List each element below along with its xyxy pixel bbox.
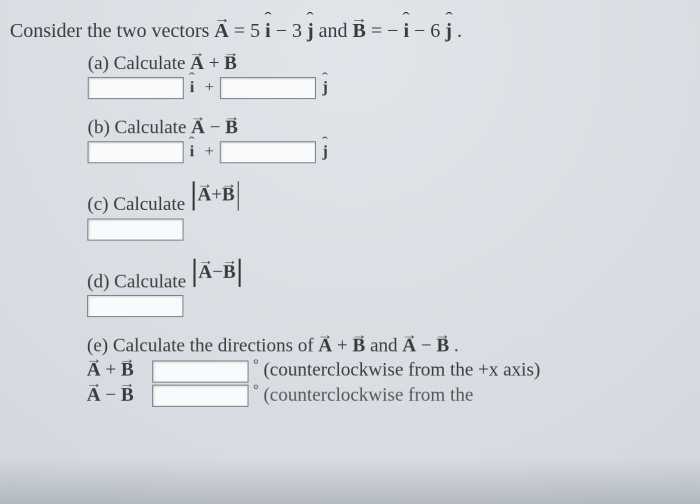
- text: = −: [371, 20, 404, 42]
- vector-A: A: [198, 262, 212, 284]
- part-d-label: (d) Calculate A − B: [87, 258, 691, 293]
- part-e-label: (e) Calculate the directions of A + B an…: [87, 335, 692, 357]
- part-b-label: (b) Calculate A − B: [88, 117, 691, 139]
- magnitude-a-minus-b: A − B: [191, 258, 243, 287]
- unit-j: j: [445, 20, 452, 43]
- part-a-label: (a) Calculate A + B: [88, 53, 691, 75]
- part-c-input[interactable]: [87, 218, 183, 240]
- text: (b) Calculate: [88, 117, 192, 138]
- part-e-input-1[interactable]: [152, 360, 248, 382]
- plus-sign: +: [202, 143, 216, 161]
- unit-i: i: [265, 20, 271, 43]
- vector-A: A: [197, 185, 211, 207]
- vector-A: A: [318, 335, 332, 357]
- part-e-row-2: A − B ° (counterclockwise from the: [87, 384, 692, 407]
- part-c-answer-row: [87, 218, 691, 240]
- magnitude-a-plus-b: A + B: [190, 181, 242, 210]
- vector-A: A: [214, 20, 228, 43]
- vector-B: B: [222, 185, 235, 207]
- part-c-label: (c) Calculate A + B: [87, 181, 691, 216]
- unit-j: j: [307, 20, 314, 43]
- unit-i: i: [190, 143, 194, 161]
- part-a-i-input[interactable]: [88, 77, 184, 99]
- part-a-j-input[interactable]: [220, 77, 316, 99]
- unit-i: i: [403, 20, 409, 43]
- text: (d) Calculate: [87, 271, 191, 292]
- degree-sign: °: [253, 357, 259, 372]
- text: − 3: [276, 20, 307, 42]
- text: (counterclockwise from the +x axis): [263, 359, 540, 380]
- text-cutoff: (counterclockwise from the: [263, 384, 473, 405]
- part-b-answer-row: i + j: [88, 141, 691, 163]
- text: .: [454, 335, 459, 356]
- vector-B: B: [121, 384, 134, 406]
- part-a-answer-row: i + j: [88, 77, 691, 99]
- text: and: [370, 335, 402, 356]
- text: −: [210, 117, 226, 138]
- text: = 5: [234, 20, 265, 42]
- text: and: [319, 20, 353, 42]
- part-e-input-2[interactable]: [152, 385, 248, 407]
- vector-A: A: [87, 384, 101, 406]
- text: +: [209, 53, 225, 74]
- text: .: [457, 20, 462, 42]
- part-d-input[interactable]: [87, 295, 183, 317]
- problem-page: Consider the two vectors A = 5 i − 3 j a…: [0, 0, 700, 504]
- vector-B: B: [225, 117, 238, 139]
- plus-sign: +: [202, 79, 216, 97]
- vector-B: B: [223, 262, 236, 284]
- vector-B: B: [224, 53, 237, 75]
- text: (c) Calculate: [87, 194, 190, 215]
- question-statement: Consider the two vectors A = 5 i − 3 j a…: [10, 20, 690, 43]
- vector-B: B: [353, 20, 366, 43]
- unit-j: j: [322, 143, 327, 161]
- text: (a) Calculate: [88, 53, 190, 74]
- vector-B: B: [436, 335, 449, 357]
- degree-sign: °: [253, 382, 259, 397]
- part-d-answer-row: [87, 295, 691, 317]
- row-label: A − B: [87, 384, 147, 406]
- text: − 6: [414, 20, 445, 42]
- vector-B: B: [353, 335, 366, 357]
- unit-i: i: [190, 79, 194, 97]
- unit-j: j: [322, 79, 327, 97]
- text: Consider the two vectors: [10, 20, 215, 42]
- vector-A: A: [402, 335, 416, 357]
- page-curve-shadow: [0, 458, 700, 504]
- part-b-i-input[interactable]: [88, 141, 184, 163]
- part-b-j-input[interactable]: [220, 141, 316, 163]
- part-e-row-1: A + B ° (counterclockwise from the +x ax…: [87, 359, 692, 382]
